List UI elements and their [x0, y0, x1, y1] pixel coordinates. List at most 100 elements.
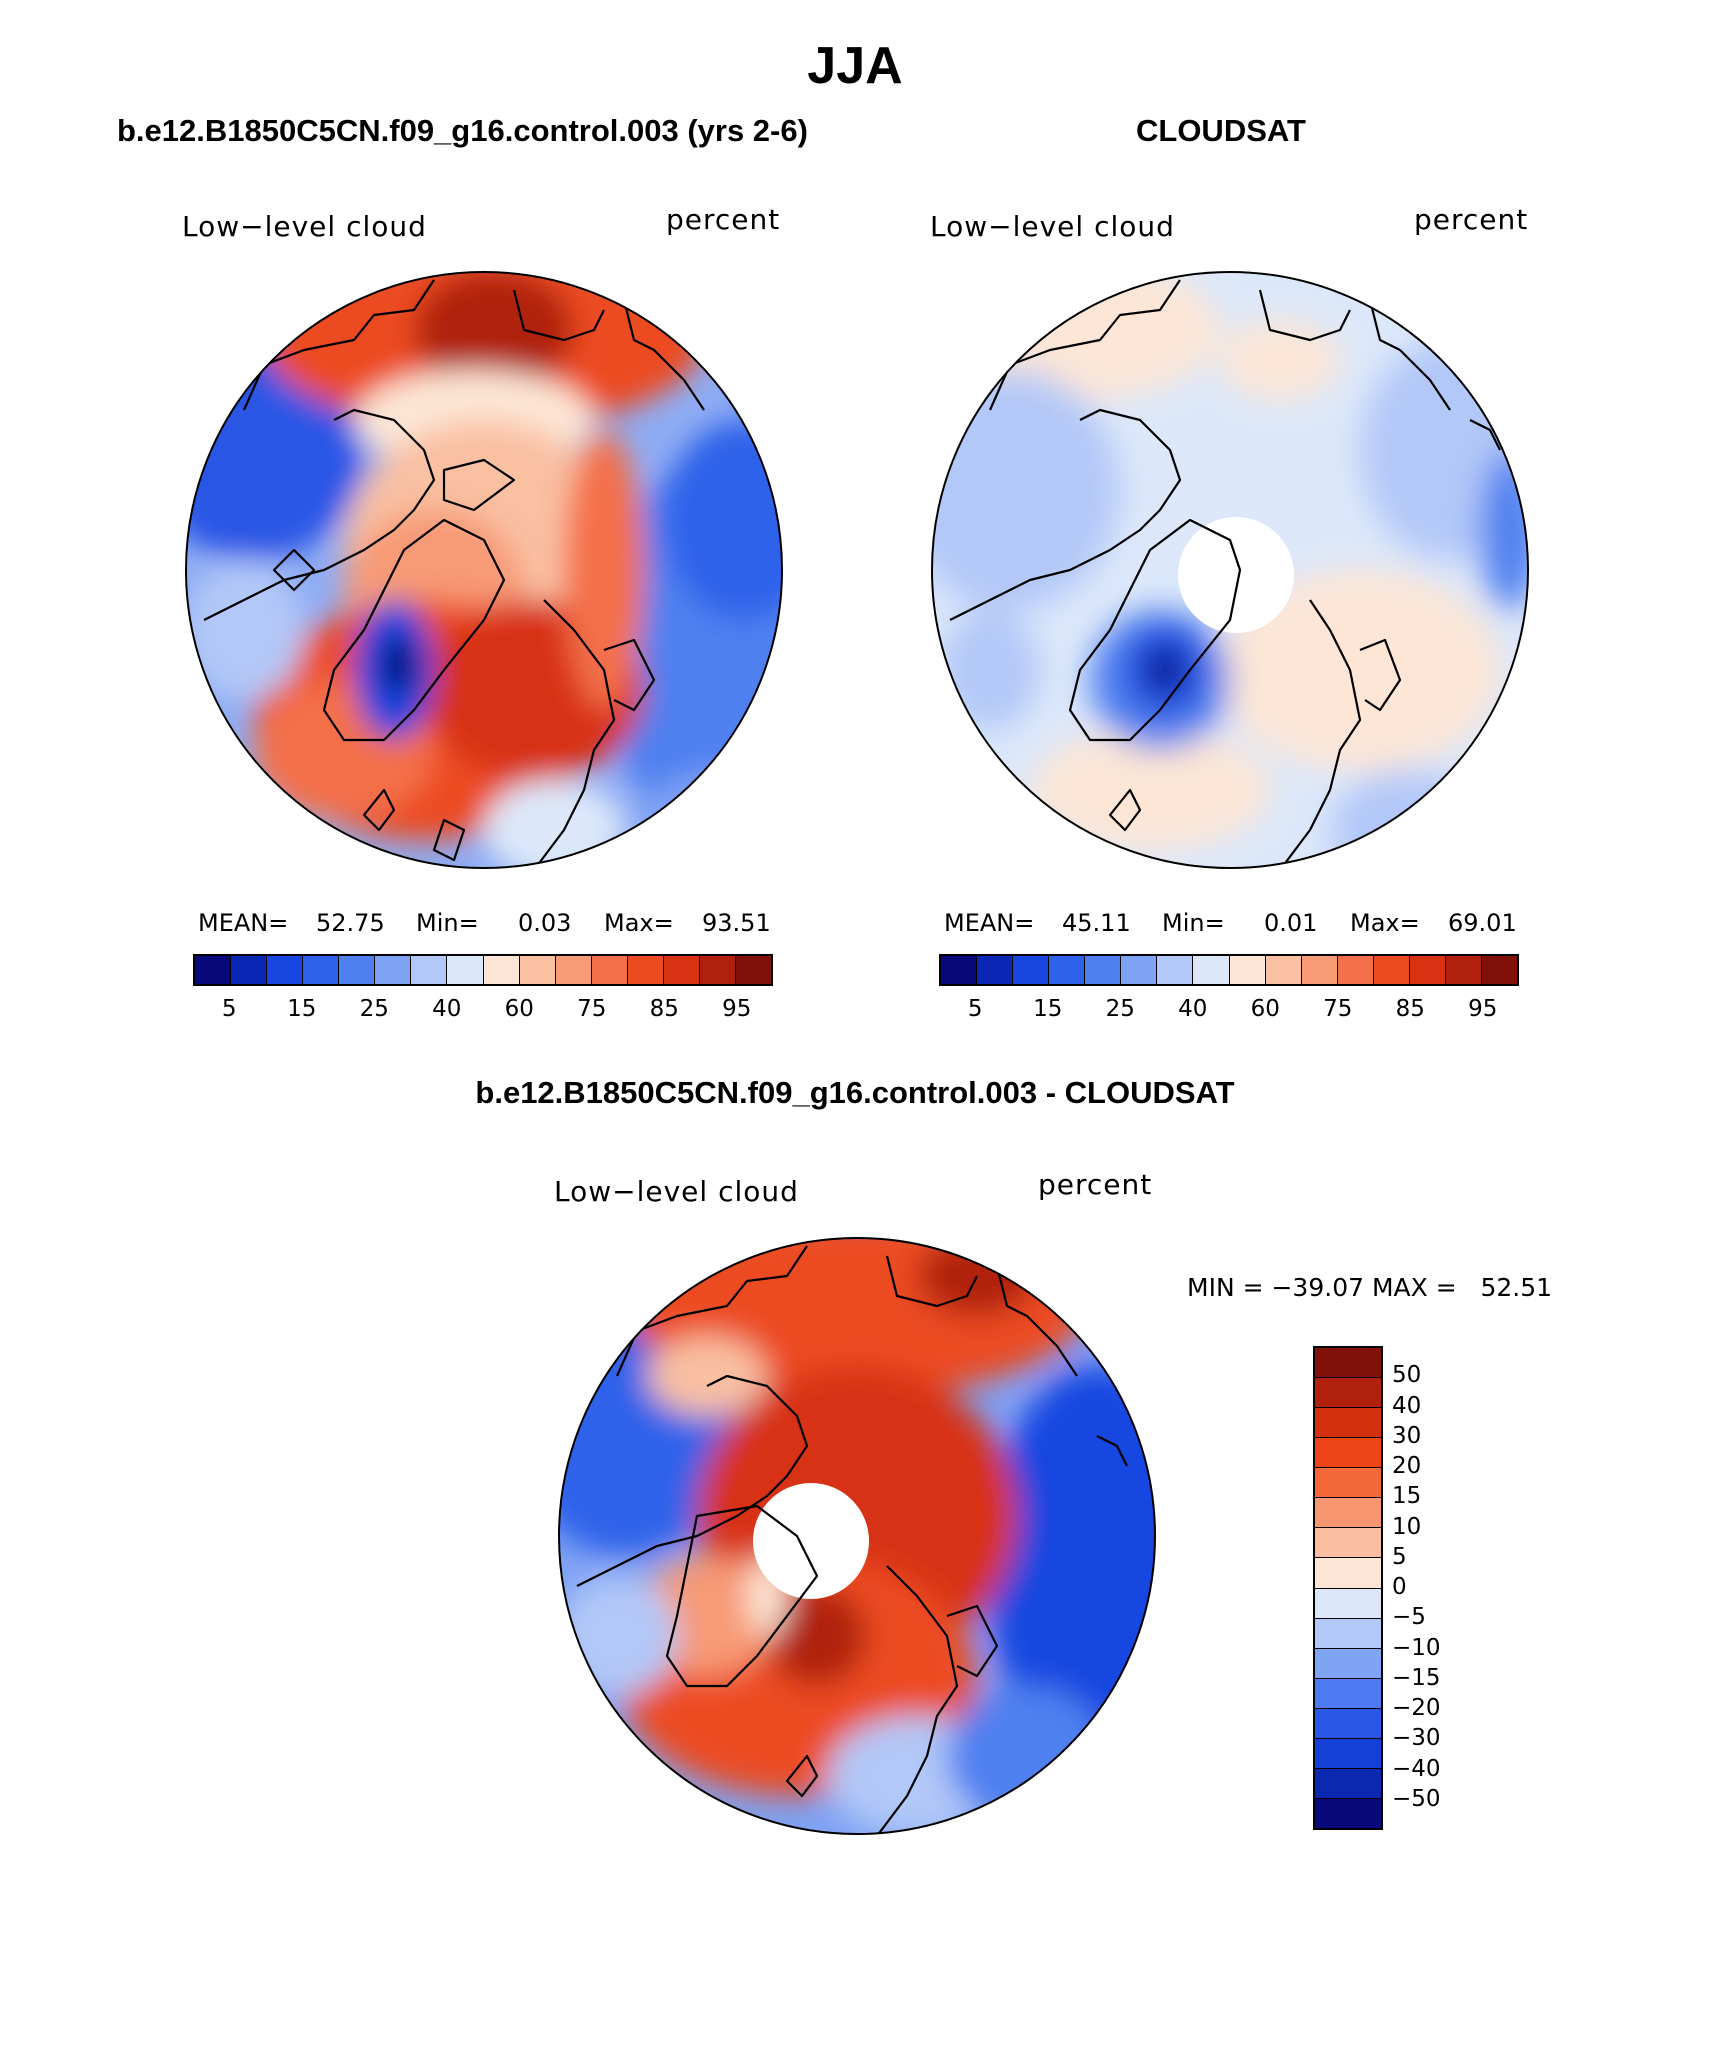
colorbar-tick-label: 40: [432, 996, 462, 1022]
colorbar-swatch: [1315, 1348, 1381, 1379]
model-min-value: 0.03: [518, 909, 572, 937]
obs-mean-label: MEAN=: [944, 909, 1035, 937]
colorbar-swatch: [411, 956, 448, 984]
colorbar-swatch: [1049, 956, 1086, 984]
colorbar-swatch: [1337, 956, 1374, 984]
colorbar-swatch: [1481, 956, 1517, 984]
model-mean-label: MEAN=: [198, 909, 289, 937]
colorbar-tick-label: 85: [649, 996, 679, 1022]
colorbar-swatch: [303, 956, 340, 984]
obs-max-label: Max=: [1350, 909, 1420, 937]
colorbar-swatch: [1315, 1438, 1381, 1469]
colorbar-tick-label: 20: [1392, 1453, 1422, 1479]
colorbar-tick-label: 85: [1395, 996, 1425, 1022]
colorbar-tick-label: −50: [1392, 1785, 1441, 1812]
diff-minmax-text: MIN = −39.07 MAX = 52.51: [1187, 1273, 1553, 1302]
colorbar-tick-label: 10: [1392, 1513, 1422, 1540]
colorbar-swatch: [1301, 956, 1338, 984]
colorbar-swatch: [1315, 1408, 1381, 1439]
colorbar-swatch: [735, 956, 771, 984]
colorbar-swatch: [1229, 956, 1266, 984]
diff-panel-heading: b.e12.B1850C5CN.f09_g16.control.003 - CL…: [475, 1075, 1235, 1110]
colorbar-swatch: [1315, 1558, 1381, 1589]
model-max-label: Max=: [604, 909, 674, 937]
colorbar-tick-label: 25: [359, 996, 389, 1022]
colorbar-tick-label: 0: [1392, 1574, 1407, 1600]
colorbar-tick-label: 75: [1323, 996, 1353, 1022]
colorbar-tick-label: 60: [1250, 996, 1280, 1022]
colorbar-tick-label: −40: [1392, 1755, 1441, 1782]
colorbar-tick-label: 75: [577, 996, 607, 1022]
colorbar-swatch: [447, 956, 484, 984]
colorbar-swatch: [1315, 1528, 1381, 1559]
colorbar-swatch: [1315, 1648, 1381, 1679]
colorbar-tick-label: −20: [1392, 1695, 1441, 1721]
colorbar-tick-label: 25: [1105, 996, 1135, 1022]
colorbar-swatch: [627, 956, 664, 984]
colorbar-tick-label: 5: [967, 996, 983, 1022]
colorbar-swatch: [1315, 1738, 1381, 1769]
colorbar-tick-label: 40: [1392, 1392, 1422, 1419]
colorbar-swatch: [519, 956, 556, 984]
model-colorbar: [193, 954, 773, 986]
colorbar-swatch: [977, 956, 1014, 984]
model-polar-map: [185, 271, 783, 869]
model-min-label: Min=: [416, 909, 479, 937]
obs-panel-heading: CLOUDSAT: [1136, 113, 1306, 148]
diff-colorbar: [1313, 1346, 1383, 1830]
colorbar-swatch: [1013, 956, 1050, 984]
obs-min-label: Min=: [1162, 909, 1225, 937]
colorbar-tick-label: 5: [221, 996, 237, 1022]
colorbar-tick-label: 15: [1033, 996, 1063, 1022]
model-max-value: 93.51: [702, 909, 771, 937]
colorbar-tick-label: 15: [1392, 1483, 1422, 1510]
diff-polar-map: [558, 1237, 1156, 1835]
diff-units-label: percent: [1038, 1168, 1153, 1201]
colorbar-tick-label: 95: [722, 996, 752, 1022]
colorbar-swatch: [1315, 1378, 1381, 1409]
obs-variable-label: Low−level cloud: [930, 210, 1175, 243]
colorbar-swatch: [1373, 956, 1410, 984]
colorbar-swatch: [699, 956, 736, 984]
colorbar-tick-label: 15: [287, 996, 317, 1022]
colorbar-swatch: [375, 956, 412, 984]
colorbar-swatch: [591, 956, 628, 984]
model-variable-label: Low−level cloud: [182, 210, 427, 243]
colorbar-swatch: [1315, 1768, 1381, 1799]
colorbar-swatch: [1121, 956, 1158, 984]
colorbar-swatch: [483, 956, 520, 984]
colorbar-swatch: [555, 956, 592, 984]
colorbar-swatch: [1157, 956, 1194, 984]
obs-mean-value: 45.11: [1062, 909, 1131, 937]
colorbar-tick-label: −15: [1392, 1664, 1441, 1691]
colorbar-swatch: [1315, 1618, 1381, 1649]
colorbar-swatch: [195, 956, 232, 984]
colorbar-swatch: [1193, 956, 1230, 984]
colorbar-tick-label: 95: [1468, 996, 1498, 1022]
diff-variable-label: Low−level cloud: [554, 1175, 799, 1208]
obs-colorbar: [939, 954, 1519, 986]
colorbar-swatch: [663, 956, 700, 984]
colorbar-swatch: [1265, 956, 1302, 984]
colorbar-tick-label: 60: [504, 996, 534, 1022]
colorbar-tick-label: 30: [1392, 1422, 1422, 1449]
colorbar-swatch: [1315, 1498, 1381, 1529]
colorbar-tick-label: 40: [1178, 996, 1208, 1022]
colorbar-swatch: [1315, 1588, 1381, 1619]
colorbar-swatch: [231, 956, 268, 984]
model-units-label: percent: [666, 203, 781, 236]
colorbar-swatch: [1409, 956, 1446, 984]
colorbar-swatch: [1315, 1678, 1381, 1709]
obs-min-value: 0.01: [1264, 909, 1318, 937]
model-panel-heading: b.e12.B1850C5CN.f09_g16.control.003 (yrs…: [117, 113, 808, 148]
colorbar-swatch: [1085, 956, 1122, 984]
colorbar-swatch: [1445, 956, 1482, 984]
colorbar-swatch: [1315, 1468, 1381, 1499]
colorbar-swatch: [1315, 1798, 1381, 1828]
colorbar-tick-label: 50: [1392, 1362, 1422, 1389]
colorbar-tick-label: −30: [1392, 1725, 1441, 1752]
obs-max-value: 69.01: [1448, 909, 1517, 937]
colorbar-swatch: [339, 956, 376, 984]
model-mean-value: 52.75: [316, 909, 385, 937]
colorbar-tick-label: 5: [1392, 1543, 1407, 1570]
